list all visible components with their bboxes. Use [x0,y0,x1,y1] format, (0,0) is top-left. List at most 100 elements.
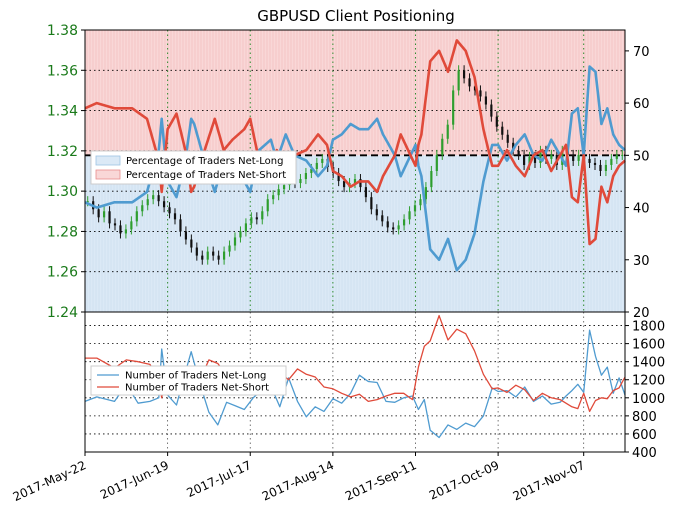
price-candle [430,171,433,188]
right-tick-label: 1800 [632,320,665,335]
net-short-zone [85,30,625,156]
price-candle [550,154,553,159]
price-candle [533,156,537,163]
x-tick-label: 2017-Oct-09 [427,458,501,503]
price-candle [446,124,449,139]
price-candle [108,211,111,224]
price-candle [490,104,493,117]
right-tick-label: 50 [633,149,650,164]
price-candle [424,187,428,200]
x-tick-label: 2017-Sep-11 [343,458,419,503]
legend-swatch-net-long [95,155,121,166]
left-tick-label: 1.38 [47,23,78,39]
price-candle [457,70,460,91]
price-candle [168,207,171,214]
price-candle [621,154,624,156]
price-candle [162,201,166,208]
net-long-count-line [84,329,626,439]
price-candle [506,134,509,143]
price-candle [282,185,286,190]
price-candle [501,126,504,135]
legend-label: Number of Traders Net-Short [125,383,269,394]
price-candle [408,211,411,220]
price-candle [381,215,384,222]
right-tick-label: 30 [633,254,650,269]
price-candle [321,158,324,163]
price-candle [572,154,575,161]
price-candle [135,211,138,222]
price-candle [190,239,193,248]
right-tick-label: 1600 [632,338,665,353]
top-left-axis-ticks: 1.24 1.26 1.28 1.30 1.32 1.34 1.36 1.38 [47,23,85,321]
price-candle [386,221,389,228]
price-candle [342,181,346,188]
price-candle [588,158,591,163]
price-candle [517,150,520,155]
price-candle [299,179,302,184]
price-candle [239,231,242,238]
left-tick-label: 1.24 [47,305,78,321]
price-candle [195,247,198,256]
left-tick-label: 1.28 [47,224,78,240]
price-candle [528,156,531,165]
price-candle [599,164,602,171]
x-tick-label: 2017-Nov-07 [511,458,587,503]
right-tick-label: 800 [632,410,657,425]
price-candle [228,245,231,252]
price-candle [272,195,275,200]
legend-label: Percentage of Traders Net-Short [126,170,286,181]
price-candle [522,154,526,165]
price-candle [266,199,269,212]
bottom-panel-frame [84,311,626,453]
top-right-axis-ticks: 20 30 40 50 60 70 [625,45,650,321]
price-candle [173,213,177,220]
price-candle [212,251,215,256]
chart-title: GBPUSD Client Positioning [257,7,455,25]
price-candle [222,251,226,260]
x-tick-label: 2017-May-22 [11,458,89,504]
price-candle [146,199,149,206]
price-candle [539,150,542,163]
price-candle [479,90,482,97]
price-candle [353,179,357,184]
net-short-pct-line [84,39,626,246]
left-tick-label: 1.30 [47,184,78,200]
x-tick-label: 2017-Aug-14 [260,458,336,504]
x-tick-label: 2017-Jul-17 [184,458,253,500]
net-long-pct-line [84,65,626,272]
legend-swatch-net-short [95,169,121,180]
legend-label: Number of Traders Net-Long [125,371,266,382]
price-candle [113,223,117,226]
x-tick-label: 2017-Jun-19 [98,458,171,502]
price-candle [304,173,308,180]
right-tick-label: 20 [633,306,650,321]
price-candle [97,209,100,218]
price-candle [512,142,515,151]
price-candle [397,225,400,230]
top-panel-series [84,39,626,272]
price-candle [413,205,417,212]
price-candle [452,90,455,125]
top-legend: Percentage of Traders Net-Long Percentage… [90,150,297,185]
right-tick-label: 600 [632,428,657,443]
price-candle [179,219,182,232]
legend-box [90,365,287,396]
bottom-right-axis-ticks: 400 600 800 1000 1200 1400 1600 1800 [625,320,665,461]
price-candle [124,229,128,234]
price-candle [462,70,466,79]
price-candle [359,179,362,188]
top-panel-background [85,30,625,312]
price-candle [255,217,258,220]
price-candle [402,219,406,226]
price-candle [364,187,368,198]
bottom-panel-border [84,311,626,453]
price-candle [201,255,204,260]
left-tick-label: 1.34 [47,104,78,120]
price-candle [610,158,613,165]
right-tick-label: 70 [633,45,650,60]
price-candle [244,223,248,232]
price-candle [130,221,133,230]
price-candle [441,138,444,155]
price-candle [315,162,318,169]
left-tick-label: 1.26 [47,265,78,281]
